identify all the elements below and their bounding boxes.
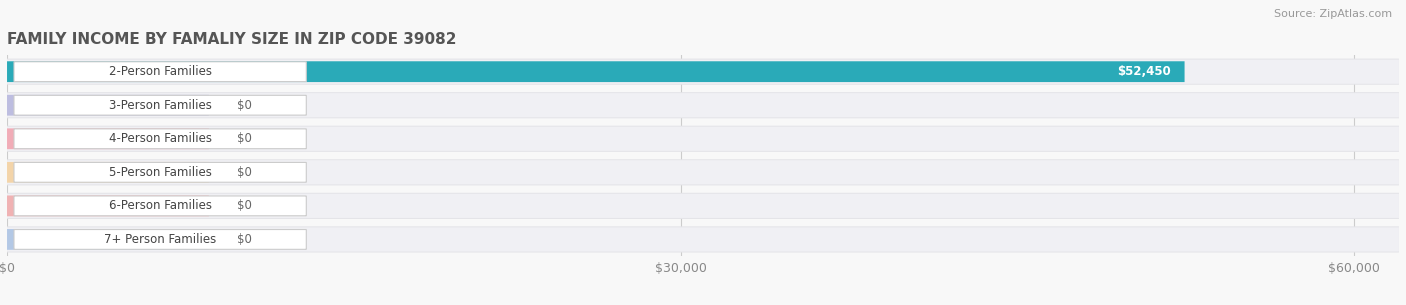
Text: 6-Person Families: 6-Person Families <box>108 199 212 212</box>
FancyBboxPatch shape <box>7 128 209 149</box>
Text: Source: ZipAtlas.com: Source: ZipAtlas.com <box>1274 9 1392 19</box>
Text: $0: $0 <box>236 132 252 145</box>
FancyBboxPatch shape <box>14 163 307 182</box>
FancyBboxPatch shape <box>7 229 209 250</box>
FancyBboxPatch shape <box>14 95 307 115</box>
FancyBboxPatch shape <box>14 129 307 149</box>
FancyBboxPatch shape <box>7 59 1399 84</box>
FancyBboxPatch shape <box>7 95 209 116</box>
Text: $0: $0 <box>236 166 252 179</box>
FancyBboxPatch shape <box>7 59 1399 85</box>
Text: 2-Person Families: 2-Person Families <box>108 65 212 78</box>
Text: 7+ Person Families: 7+ Person Families <box>104 233 217 246</box>
FancyBboxPatch shape <box>7 61 1185 82</box>
Text: $0: $0 <box>236 233 252 246</box>
FancyBboxPatch shape <box>7 159 1399 185</box>
FancyBboxPatch shape <box>14 230 307 249</box>
Text: 5-Person Families: 5-Person Families <box>108 166 211 179</box>
FancyBboxPatch shape <box>7 226 1399 253</box>
FancyBboxPatch shape <box>14 62 307 81</box>
Text: $0: $0 <box>236 99 252 112</box>
FancyBboxPatch shape <box>7 126 1399 152</box>
Text: $52,450: $52,450 <box>1116 65 1171 78</box>
Text: 3-Person Families: 3-Person Families <box>108 99 211 112</box>
Text: FAMILY INCOME BY FAMALIY SIZE IN ZIP CODE 39082: FAMILY INCOME BY FAMALIY SIZE IN ZIP COD… <box>7 32 457 47</box>
FancyBboxPatch shape <box>7 160 1399 185</box>
FancyBboxPatch shape <box>14 196 307 216</box>
Text: $0: $0 <box>236 199 252 212</box>
FancyBboxPatch shape <box>7 93 1399 117</box>
FancyBboxPatch shape <box>7 92 1399 118</box>
FancyBboxPatch shape <box>7 196 209 216</box>
FancyBboxPatch shape <box>7 227 1399 252</box>
FancyBboxPatch shape <box>7 162 209 183</box>
FancyBboxPatch shape <box>7 127 1399 151</box>
FancyBboxPatch shape <box>7 193 1399 219</box>
FancyBboxPatch shape <box>7 194 1399 218</box>
Text: 4-Person Families: 4-Person Families <box>108 132 212 145</box>
